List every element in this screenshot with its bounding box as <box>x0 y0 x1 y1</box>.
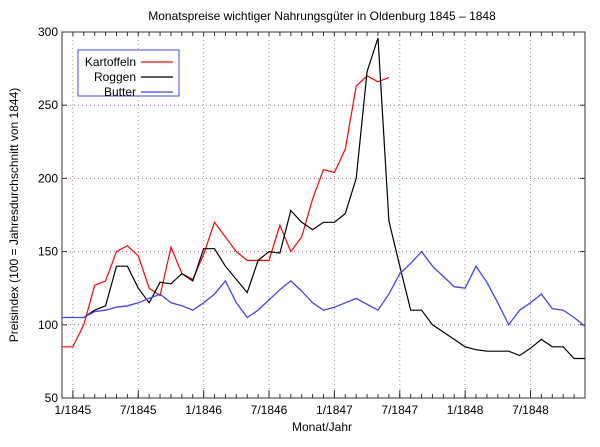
y-axis-label: Preisindex (100 = Jahresdurchschnitt von… <box>7 88 21 342</box>
y-tick-label: 250 <box>38 98 58 112</box>
y-tick-label: 200 <box>38 171 58 185</box>
series-line-kartoffeln <box>62 75 390 348</box>
series-line-butter <box>62 250 586 327</box>
chart-title: Monatspreise wichtiger Nahrungsgüter in … <box>148 9 496 23</box>
x-axis-label: Monat/Jahr <box>292 420 352 434</box>
x-tick-label: 7/1848 <box>512 403 549 417</box>
legend-label: Kartoffeln <box>85 55 136 69</box>
legend-label: Roggen <box>94 70 136 84</box>
x-tick-label: 1/1847 <box>316 403 353 417</box>
legend-box <box>77 49 180 97</box>
legend-label: Butter <box>104 85 136 99</box>
y-tick-label: 300 <box>38 25 58 39</box>
series-line-roggen <box>83 37 585 360</box>
x-tick-label: 1/1845 <box>55 403 92 417</box>
y-tick-label: 150 <box>38 245 58 259</box>
x-tick-label: 1/1848 <box>447 403 484 417</box>
x-tick-label: 7/1846 <box>251 403 288 417</box>
x-tick-label: 7/1847 <box>381 403 418 417</box>
y-tick-label: 50 <box>45 391 59 405</box>
x-tick-label: 7/1845 <box>120 403 157 417</box>
y-tick-label: 100 <box>38 318 58 332</box>
x-tick-label: 1/1846 <box>185 403 222 417</box>
